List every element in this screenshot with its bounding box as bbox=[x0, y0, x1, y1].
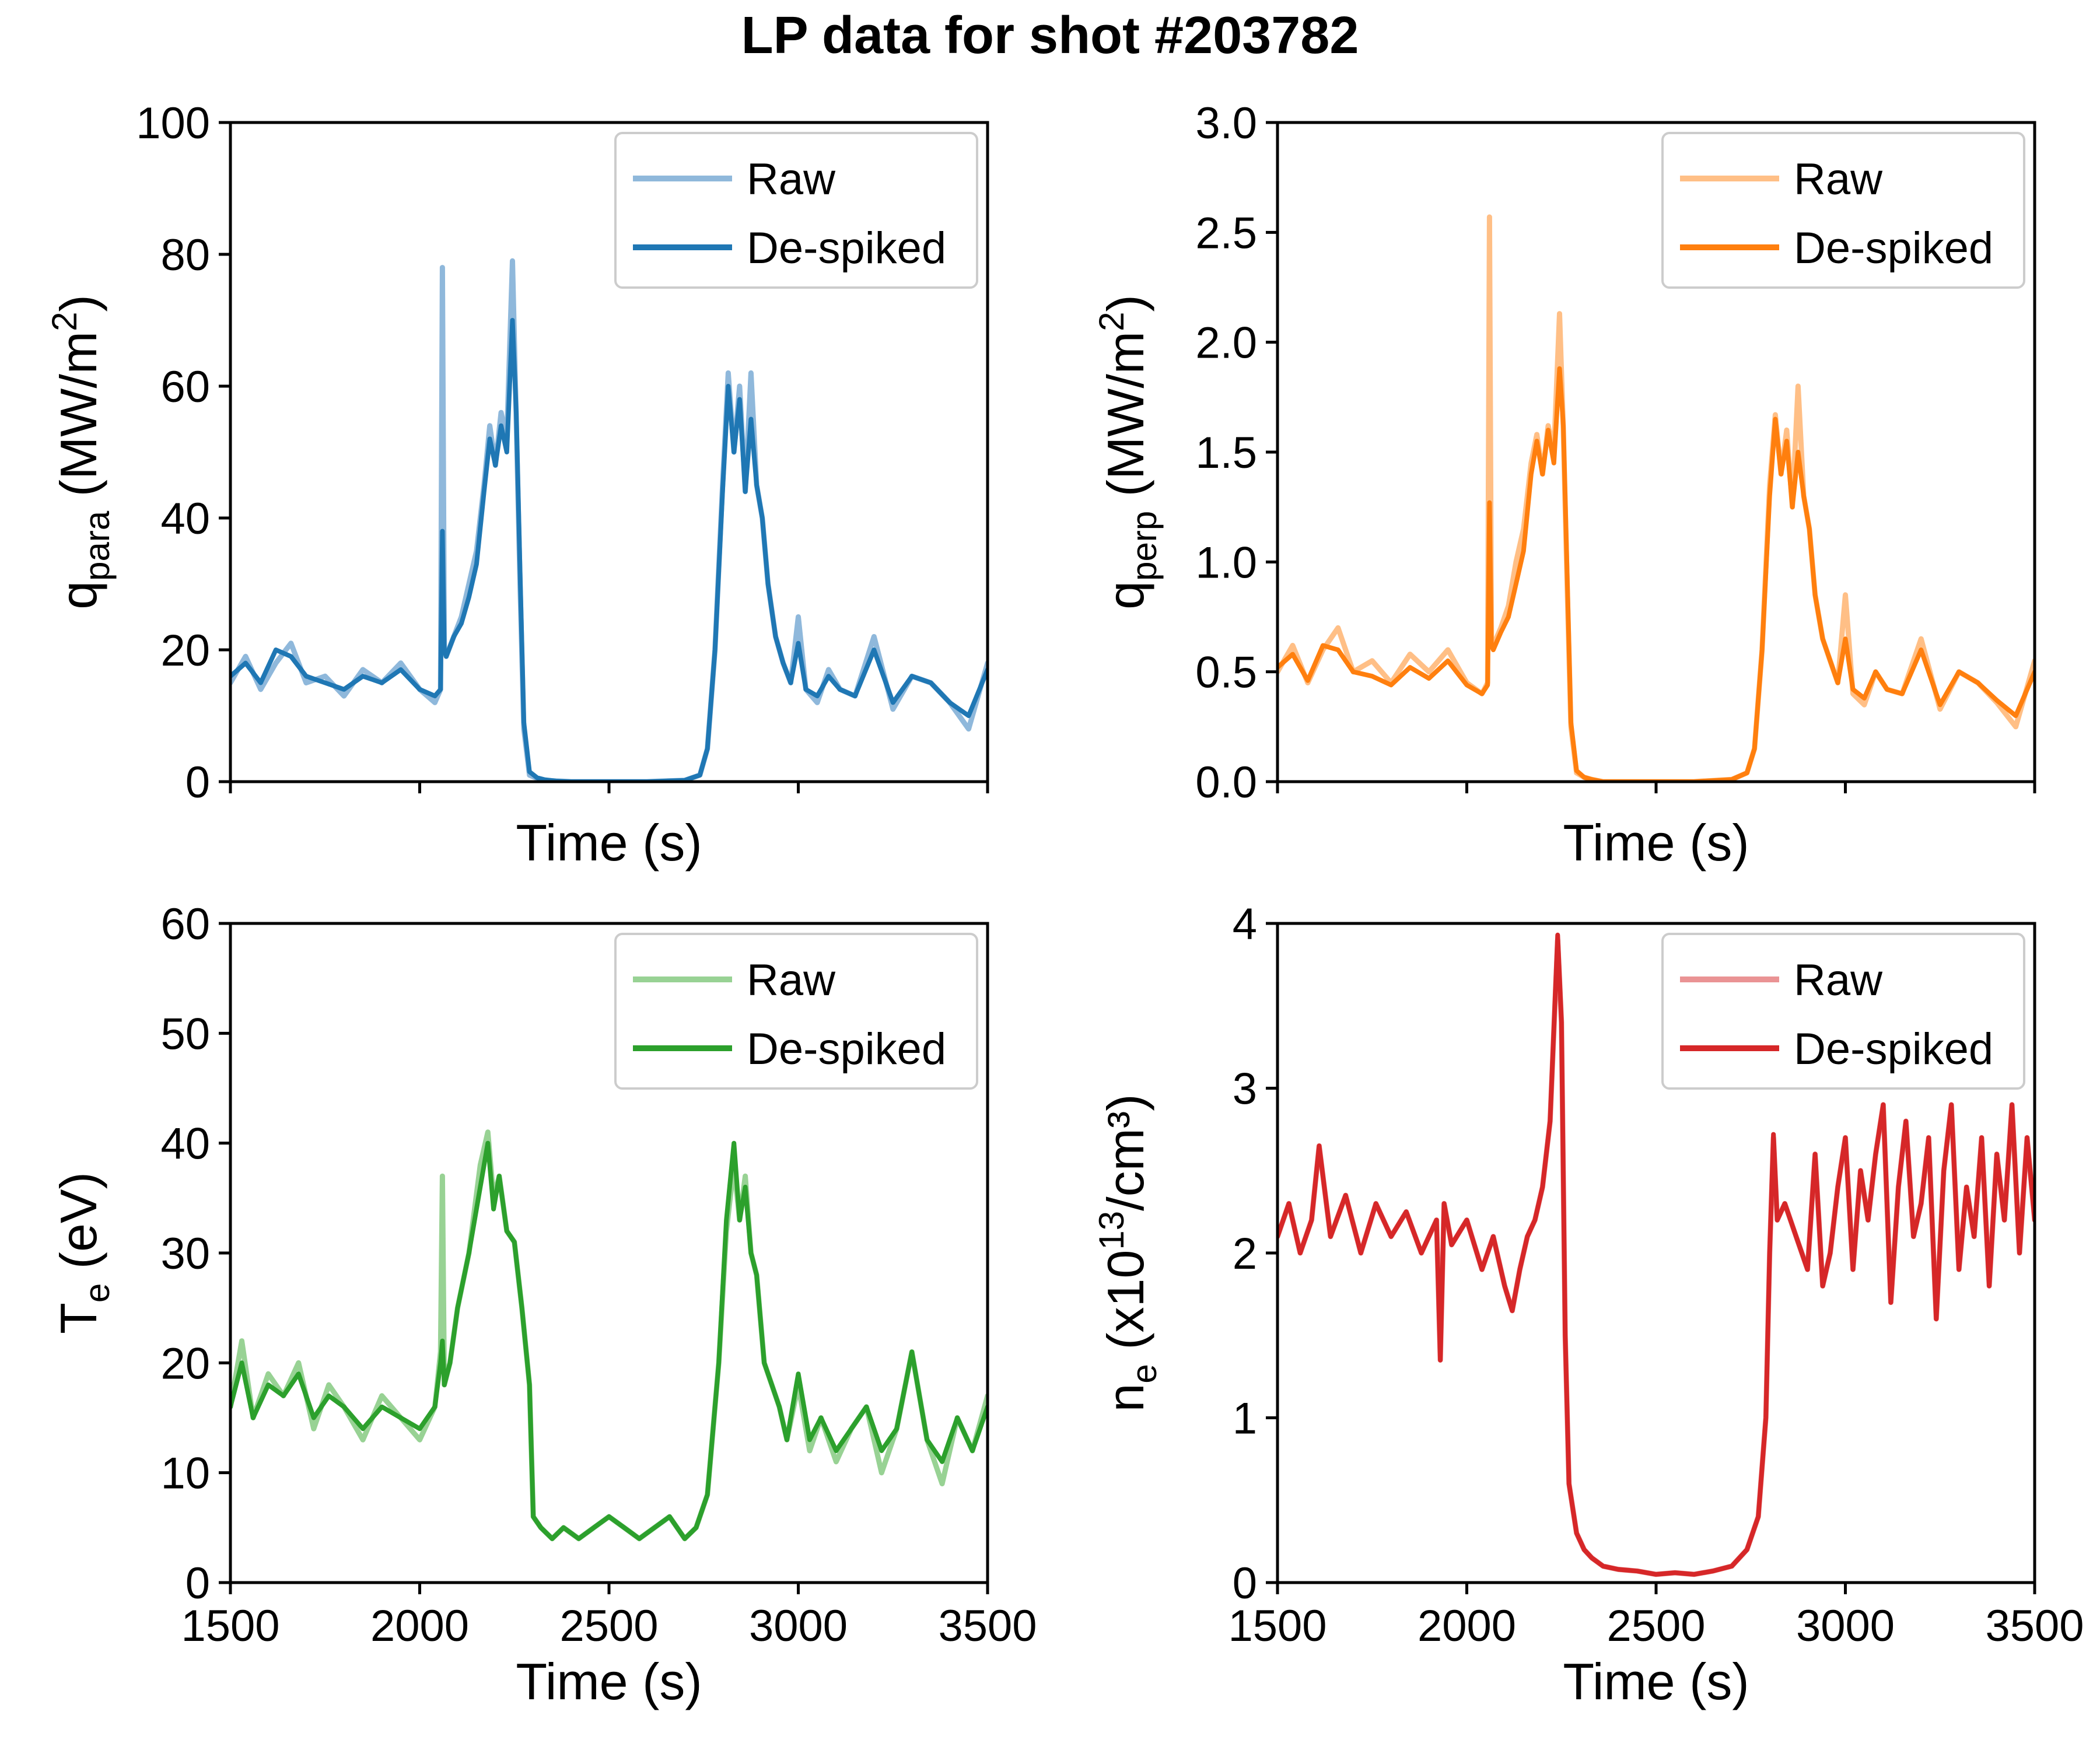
legend-label-despiked: De-spiked bbox=[1794, 223, 1993, 273]
legend: Raw De-spiked bbox=[1661, 933, 2025, 1090]
series-line-raw bbox=[230, 258, 988, 782]
y-tick-label: 0 bbox=[186, 758, 210, 807]
y-tick-label: 20 bbox=[160, 626, 210, 676]
chart-panel-bottom-right: 1500 2000 2500 3000 3500 0 1 2 3 4 Time (s) ne (x10… bbox=[1092, 900, 2084, 1710]
y-axis-label: Te (eV) bbox=[50, 1172, 117, 1334]
y-axis-label: qperp (MW/m2) bbox=[1092, 295, 1164, 610]
y-tick-label: 50 bbox=[160, 1009, 210, 1059]
y-axis-label-part: (MW/m bbox=[1097, 331, 1154, 511]
series-line-despiked bbox=[1278, 366, 2035, 782]
series-line-despiked bbox=[230, 1140, 988, 1541]
y-tick-label: 1.5 bbox=[1195, 428, 1257, 478]
y-tick-label: 60 bbox=[160, 362, 210, 412]
y-axis-label-part: 13 bbox=[1092, 1211, 1131, 1250]
legend-label-raw: Raw bbox=[747, 155, 836, 204]
y-tick-label: 60 bbox=[160, 900, 210, 949]
x-tick-label: 3000 bbox=[1796, 1601, 1895, 1651]
series-line-raw bbox=[1278, 214, 2035, 782]
y-tick-label: 10 bbox=[160, 1449, 210, 1499]
y-tick-label: 100 bbox=[136, 99, 210, 148]
x-axis-label: Time (s) bbox=[1563, 1653, 1749, 1710]
y-tick-label: 0 bbox=[1233, 1559, 1257, 1608]
chart-panel-top-right: 0.0 0.5 1.0 1.5 2.0 2.5 3.0 Time (s) qperp (MW/m… bbox=[1092, 99, 2036, 872]
x-tick-label: 3000 bbox=[749, 1601, 848, 1651]
x-axis-label: Time (s) bbox=[516, 814, 702, 872]
x-tick-label: 1500 bbox=[181, 1601, 279, 1651]
y-axis-label-part: (eV) bbox=[50, 1172, 107, 1283]
y-axis-label-part: perp bbox=[1125, 511, 1164, 581]
y-axis-label-part: 2 bbox=[1092, 312, 1131, 331]
y-tick-label: 30 bbox=[160, 1229, 210, 1279]
y-tick-label: 20 bbox=[160, 1339, 210, 1388]
legend: Raw De-spiked bbox=[614, 933, 978, 1090]
y-tick-label: 4 bbox=[1233, 900, 1257, 949]
y-axis-label-part: ) bbox=[50, 295, 107, 312]
legend: Raw De-spiked bbox=[614, 132, 978, 289]
x-axis-label: Time (s) bbox=[516, 1653, 702, 1710]
y-tick-label: 0.0 bbox=[1195, 758, 1257, 807]
y-axis-label-part: (x10 bbox=[1097, 1250, 1154, 1364]
y-tick-label: 40 bbox=[160, 1119, 210, 1169]
legend-label-raw: Raw bbox=[747, 956, 836, 1005]
legend-label-despiked: De-spiked bbox=[747, 223, 946, 273]
y-tick-label: 3.0 bbox=[1195, 99, 1257, 148]
legend-label-despiked: De-spiked bbox=[747, 1024, 946, 1074]
y-tick-label: 3 bbox=[1233, 1065, 1257, 1114]
legend-label-raw: Raw bbox=[1794, 155, 1883, 204]
chart-panel-top-left: 0 20 40 60 80 100 Time (s) qpara (MW/m2) Raw De-s… bbox=[45, 99, 989, 872]
y-axis-label-part: q bbox=[50, 581, 107, 610]
series-line-despiked bbox=[1278, 932, 2035, 1577]
y-axis-label-part: e bbox=[78, 1283, 117, 1303]
y-axis-label-part: e bbox=[1125, 1364, 1164, 1383]
y-axis-label-part: T bbox=[50, 1303, 107, 1334]
y-axis-label: qpara (MW/m2) bbox=[45, 295, 117, 610]
y-tick-label: 0.5 bbox=[1195, 648, 1257, 698]
y-axis-label-part: q bbox=[1097, 581, 1154, 610]
series-line-despiked bbox=[230, 318, 988, 782]
y-tick-label: 2.5 bbox=[1195, 208, 1257, 258]
y-tick-label: 2.0 bbox=[1195, 318, 1257, 368]
chart-panel-bottom-left: 1500 2000 2500 3000 3500 0 10 20 30 40 50 60 Time (s… bbox=[50, 900, 1037, 1710]
x-tick-label: 2500 bbox=[559, 1601, 658, 1651]
y-axis-label-part: n bbox=[1097, 1384, 1154, 1412]
y-axis-label: ne (x1013/cm³) bbox=[1092, 1094, 1164, 1412]
y-tick-label: 1.0 bbox=[1195, 538, 1257, 587]
legend: Raw De-spiked bbox=[1661, 132, 2025, 289]
y-tick-label: 2 bbox=[1233, 1229, 1257, 1279]
y-tick-label: 0 bbox=[186, 1559, 210, 1608]
x-tick-label: 3500 bbox=[1985, 1601, 2084, 1651]
legend-label-raw: Raw bbox=[1794, 956, 1883, 1005]
y-axis-label-part: (MW/m bbox=[50, 331, 107, 511]
y-axis-label-part: para bbox=[78, 510, 117, 581]
y-axis-label-part: /cm³) bbox=[1097, 1094, 1154, 1210]
x-tick-label: 2000 bbox=[1418, 1601, 1516, 1651]
y-axis-label-part: ) bbox=[1097, 295, 1154, 312]
x-tick-label: 2500 bbox=[1606, 1601, 1705, 1651]
y-tick-label: 1 bbox=[1233, 1394, 1257, 1444]
x-axis-label: Time (s) bbox=[1563, 814, 1749, 872]
y-axis-label-part: 2 bbox=[45, 312, 84, 331]
series-line-raw bbox=[230, 1129, 988, 1542]
legend-label-despiked: De-spiked bbox=[1794, 1024, 1993, 1074]
x-tick-label: 1500 bbox=[1228, 1601, 1326, 1651]
y-tick-label: 80 bbox=[160, 230, 210, 280]
y-tick-label: 40 bbox=[160, 494, 210, 544]
x-tick-label: 3500 bbox=[938, 1601, 1037, 1651]
x-tick-label: 2000 bbox=[370, 1601, 469, 1651]
figure-title: LP data for shot #203782 bbox=[741, 6, 1359, 65]
